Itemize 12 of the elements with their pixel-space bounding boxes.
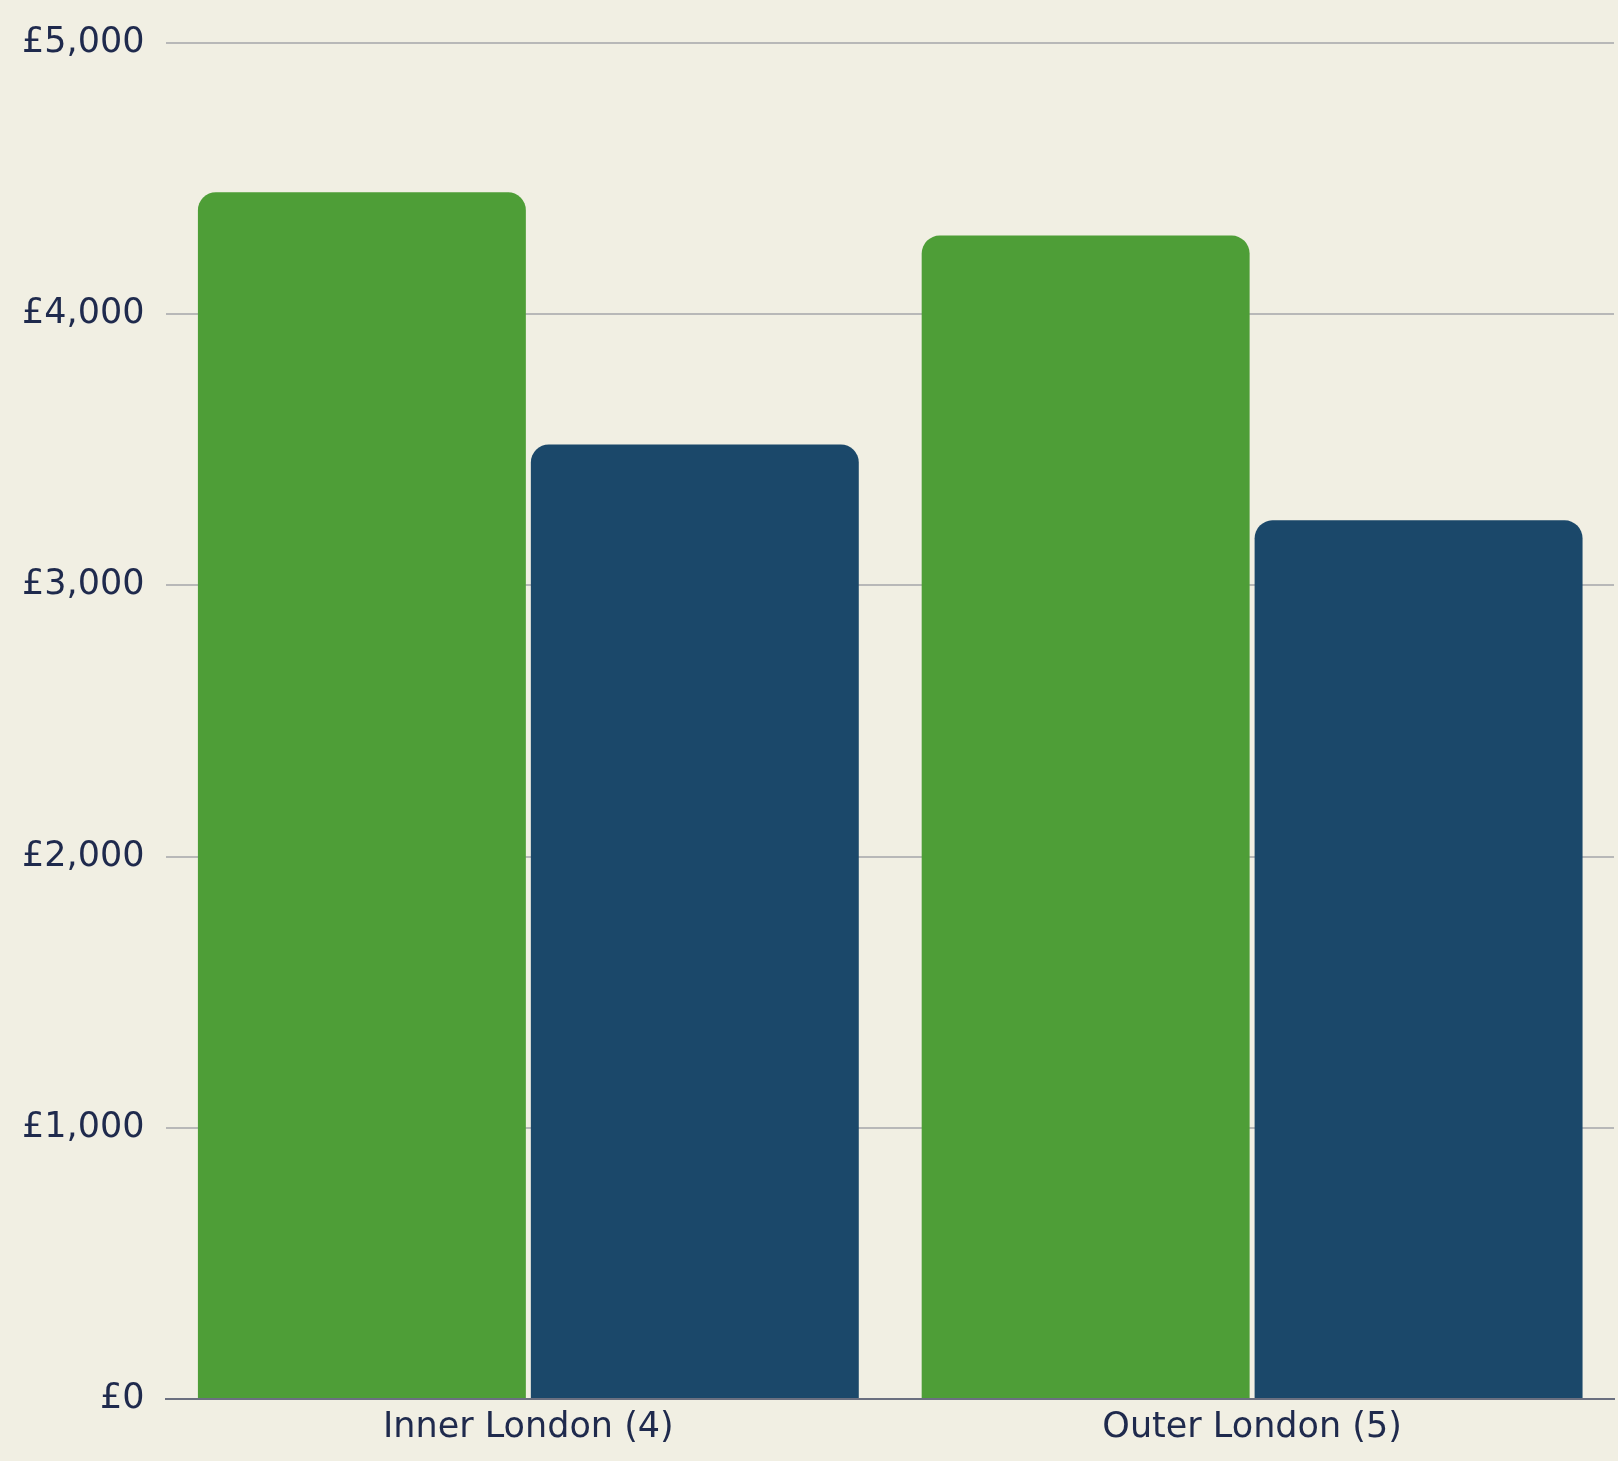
y-tick-label: £0 — [99, 1376, 145, 1417]
y-tick-label: £4,000 — [22, 291, 145, 332]
y-tick-label: £2,000 — [22, 833, 145, 874]
x-tick-label: Inner London (4) — [382, 1405, 674, 1446]
y-tick-label: £5,000 — [22, 20, 145, 61]
y-tick-label: £3,000 — [22, 562, 145, 603]
bar — [921, 235, 1250, 1398]
bar — [530, 444, 859, 1398]
bar — [1254, 520, 1583, 1398]
x-tick-label: Outer London (5) — [1102, 1405, 1402, 1446]
bar — [197, 192, 526, 1398]
y-tick-label: £1,000 — [22, 1104, 145, 1145]
